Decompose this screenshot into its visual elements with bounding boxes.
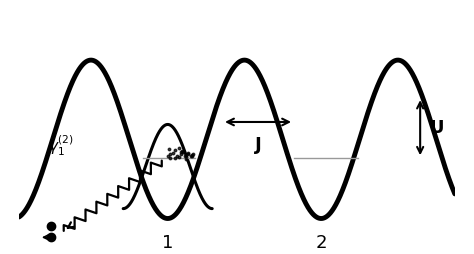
Text: $\gamma_1^{(2)}$: $\gamma_1^{(2)}$ xyxy=(48,133,74,158)
Text: 2: 2 xyxy=(315,234,327,252)
Text: 1: 1 xyxy=(162,234,173,252)
Text: J: J xyxy=(255,136,262,154)
Text: U: U xyxy=(429,119,444,137)
